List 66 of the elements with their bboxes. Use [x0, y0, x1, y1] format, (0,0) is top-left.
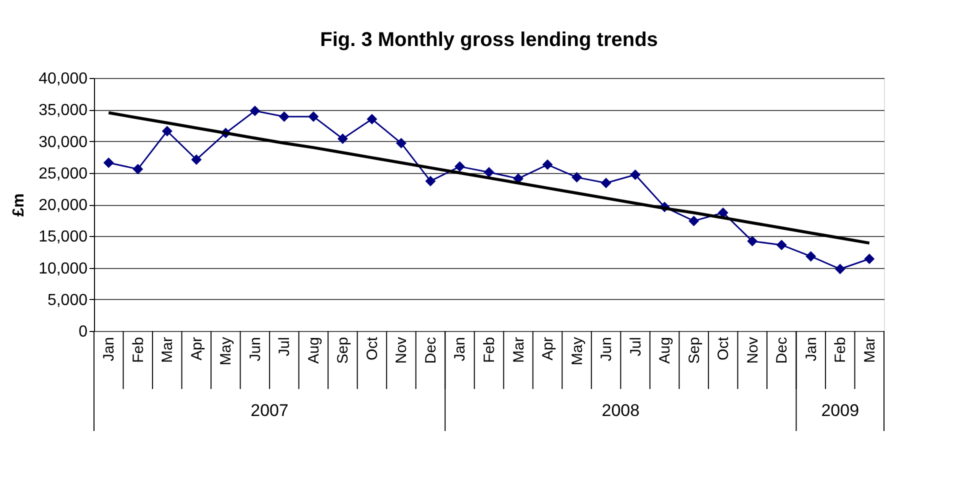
y-tick-label: 20,000 [38, 197, 88, 214]
x-tick-label: Mar [861, 337, 878, 363]
point [630, 170, 641, 180]
point [806, 251, 816, 262]
y-tick-label: 30,000 [38, 134, 88, 151]
x-tick-label: Dec [774, 336, 791, 364]
point [834, 264, 846, 274]
point [718, 207, 728, 218]
text: 2009 [821, 401, 860, 420]
y-tick-label: 40,000 [38, 70, 88, 88]
point [542, 159, 553, 170]
y-tick-label: 25,000 [38, 165, 88, 182]
x-tick-label: Feb [832, 337, 850, 363]
point [776, 240, 787, 250]
point [132, 164, 144, 174]
x-tick-label: Oct [715, 336, 732, 360]
point [454, 161, 465, 172]
x-tick-label: Feb [481, 337, 498, 363]
x-tick-label: Sep [334, 337, 352, 364]
x-tick-label: Nov [393, 336, 410, 364]
x-tick-label: Mar [510, 337, 528, 363]
x-tick-label: Oct [364, 336, 381, 360]
x-tick-label: Dec [422, 336, 440, 364]
point [337, 133, 348, 144]
x-tick-label: Apr [540, 336, 557, 360]
point [191, 154, 202, 165]
x-tick-label: May [218, 336, 235, 366]
point [162, 126, 172, 136]
x-tick-label: Jun [246, 337, 264, 362]
y-axis-title: £m [10, 193, 28, 217]
x-tick-label: Jan [802, 337, 820, 362]
y-tick-label: 10,000 [38, 260, 88, 278]
x-tick-label: Mar [159, 337, 176, 363]
point [308, 111, 319, 122]
y-tick-label: 5,000 [47, 292, 88, 309]
x-tick-label: Jul [627, 337, 644, 356]
point [396, 138, 406, 148]
y-tick-label: 0 [78, 324, 88, 340]
point [600, 178, 612, 188]
text: 2008 [602, 401, 640, 420]
point [484, 167, 494, 178]
point [572, 172, 582, 183]
x-tick-label: Jan [100, 337, 118, 362]
x-tick-label: Nov [744, 336, 762, 364]
x-tick-label: Feb [130, 337, 147, 363]
point [278, 111, 290, 122]
point [425, 176, 436, 186]
point [864, 254, 875, 264]
line-series [107, 111, 871, 245]
x-tick-label: Jul [276, 337, 294, 356]
x-tick-label: Apr [188, 336, 206, 360]
chart-title: Fig. 3 Monthly gross lending trends [320, 29, 658, 51]
x-tick-label: May [568, 336, 586, 366]
y-tick-label: 15,000 [38, 228, 88, 246]
x-tick-label: Aug [305, 337, 322, 364]
point [688, 216, 700, 226]
x-tick-label: Aug [656, 337, 674, 364]
point [747, 236, 758, 246]
point [250, 106, 260, 116]
y-tick-label: 35,000 [38, 102, 88, 120]
x-tick-label: Jan [452, 337, 469, 362]
text: 2007 [250, 401, 288, 420]
x-tick-label: Jun [598, 337, 616, 362]
x-tick-label: Sep [686, 337, 703, 364]
point [103, 158, 114, 168]
point [366, 114, 378, 124]
